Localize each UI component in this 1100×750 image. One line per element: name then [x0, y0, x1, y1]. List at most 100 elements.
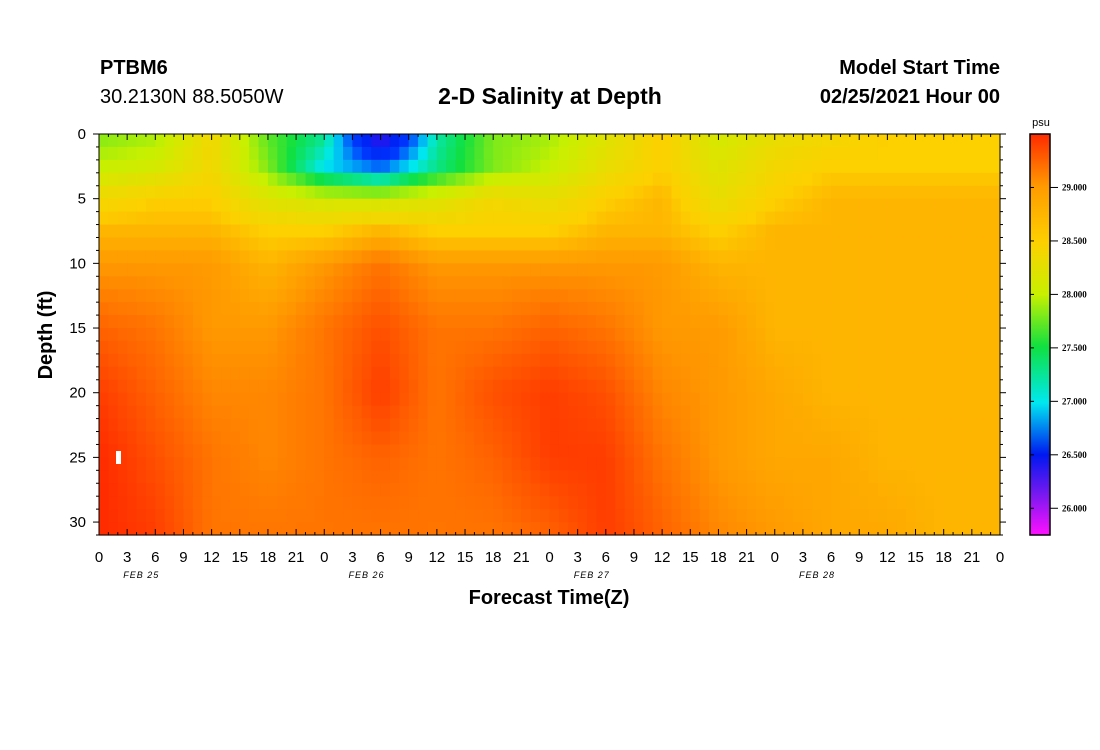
heatmap-cell [624, 263, 635, 277]
heatmap-cell [361, 431, 372, 446]
heatmap-cell [230, 418, 241, 433]
heatmap-cell [145, 276, 156, 290]
heatmap-cell [662, 198, 673, 213]
heatmap-cell [164, 146, 175, 161]
heatmap-cell [286, 146, 297, 161]
heatmap-cell [896, 392, 907, 407]
heatmap-cell [990, 470, 1001, 484]
heatmap-cell [483, 302, 494, 316]
heatmap-cell [221, 418, 231, 433]
heatmap-cell [943, 198, 954, 213]
heatmap-cell [962, 211, 973, 226]
heatmap-cell [868, 185, 879, 200]
heatmap-cell [427, 134, 438, 148]
heatmap-cell [502, 250, 513, 264]
heatmap-cell [540, 146, 551, 161]
heatmap-cell [380, 146, 391, 161]
heatmap-cell [699, 470, 710, 484]
heatmap-cell [981, 353, 992, 368]
heatmap-cell [624, 418, 635, 433]
heatmap-cell [596, 211, 607, 226]
heatmap-cell [174, 379, 185, 394]
heatmap-cell [971, 457, 982, 471]
heatmap-cell [812, 522, 823, 536]
heatmap-cell [164, 302, 175, 316]
heatmap-cell [258, 522, 269, 536]
heatmap-cell [99, 237, 109, 252]
heatmap-cell [127, 237, 138, 252]
heatmap-cell [784, 146, 795, 161]
heatmap-cell [136, 276, 147, 290]
heatmap-cell [183, 340, 194, 355]
heatmap-cell [896, 185, 907, 200]
heatmap-cell [868, 366, 879, 381]
heatmap-cell [971, 302, 982, 316]
heatmap-cell [221, 392, 231, 407]
heatmap-cell [605, 522, 616, 536]
heatmap-cell [568, 289, 579, 303]
heatmap-cell [690, 224, 701, 239]
heatmap-cell [587, 224, 598, 239]
heatmap-cell [990, 392, 1001, 407]
heatmap-cell [230, 237, 241, 252]
heatmap-cell [643, 159, 654, 174]
heatmap-cell [896, 522, 907, 536]
heatmap-cell [558, 470, 569, 484]
heatmap-cell [324, 522, 335, 536]
heatmap-cell [699, 250, 710, 264]
heatmap-cell [915, 457, 926, 471]
heatmap-cell [671, 470, 682, 484]
heatmap-cell [624, 250, 635, 264]
heatmap-cell [896, 340, 907, 355]
heatmap-cell [962, 379, 973, 394]
heatmap-cell [774, 315, 785, 329]
y-tick-label: 25 [69, 449, 86, 466]
heatmap-cell [699, 198, 710, 213]
heatmap-cell [831, 263, 842, 277]
heatmap-cell [821, 470, 832, 484]
heatmap-cell [953, 276, 964, 290]
heatmap-cell [605, 185, 616, 200]
heatmap-cell [465, 444, 476, 458]
heatmap-cell [802, 444, 813, 458]
heatmap-cell [230, 134, 241, 148]
heatmap-cell [99, 172, 109, 187]
heatmap-cell [314, 522, 325, 536]
heatmap-cell [314, 405, 325, 420]
heatmap-cell [352, 263, 363, 277]
heatmap-cell [652, 289, 663, 303]
heatmap-cell [117, 315, 128, 329]
heatmap-cell [540, 185, 551, 200]
heatmap-cell [436, 353, 447, 368]
heatmap-cell [840, 250, 851, 264]
heatmap-cell [389, 328, 400, 342]
heatmap-cell [643, 146, 654, 161]
heatmap-cell [755, 444, 766, 458]
heatmap-cell [840, 340, 851, 355]
heatmap-cell [117, 392, 128, 407]
heatmap-cell [943, 392, 954, 407]
heatmap-cell [389, 263, 400, 277]
heatmap-cell [737, 470, 748, 484]
heatmap-cell [746, 470, 757, 484]
heatmap-cell [436, 522, 447, 536]
heatmap-cell [859, 224, 870, 239]
heatmap-cell [371, 172, 382, 187]
heatmap-cell [399, 392, 410, 407]
heatmap-cell [127, 483, 138, 497]
heatmap-cell [596, 353, 607, 368]
heatmap-cell [540, 276, 551, 290]
heatmap-cell [493, 159, 504, 174]
heatmap-cell [774, 289, 785, 303]
heatmap-cell [343, 146, 354, 161]
heatmap-cell [877, 483, 888, 497]
heatmap-cell [155, 522, 166, 536]
heatmap-cell [239, 159, 250, 174]
heatmap-cell [174, 444, 185, 458]
heatmap-cell [108, 431, 119, 446]
heatmap-cell [774, 224, 785, 239]
heatmap-cell [981, 159, 992, 174]
heatmap-cell [633, 289, 644, 303]
heatmap-cell [615, 431, 626, 446]
heatmap-cell [333, 522, 344, 536]
